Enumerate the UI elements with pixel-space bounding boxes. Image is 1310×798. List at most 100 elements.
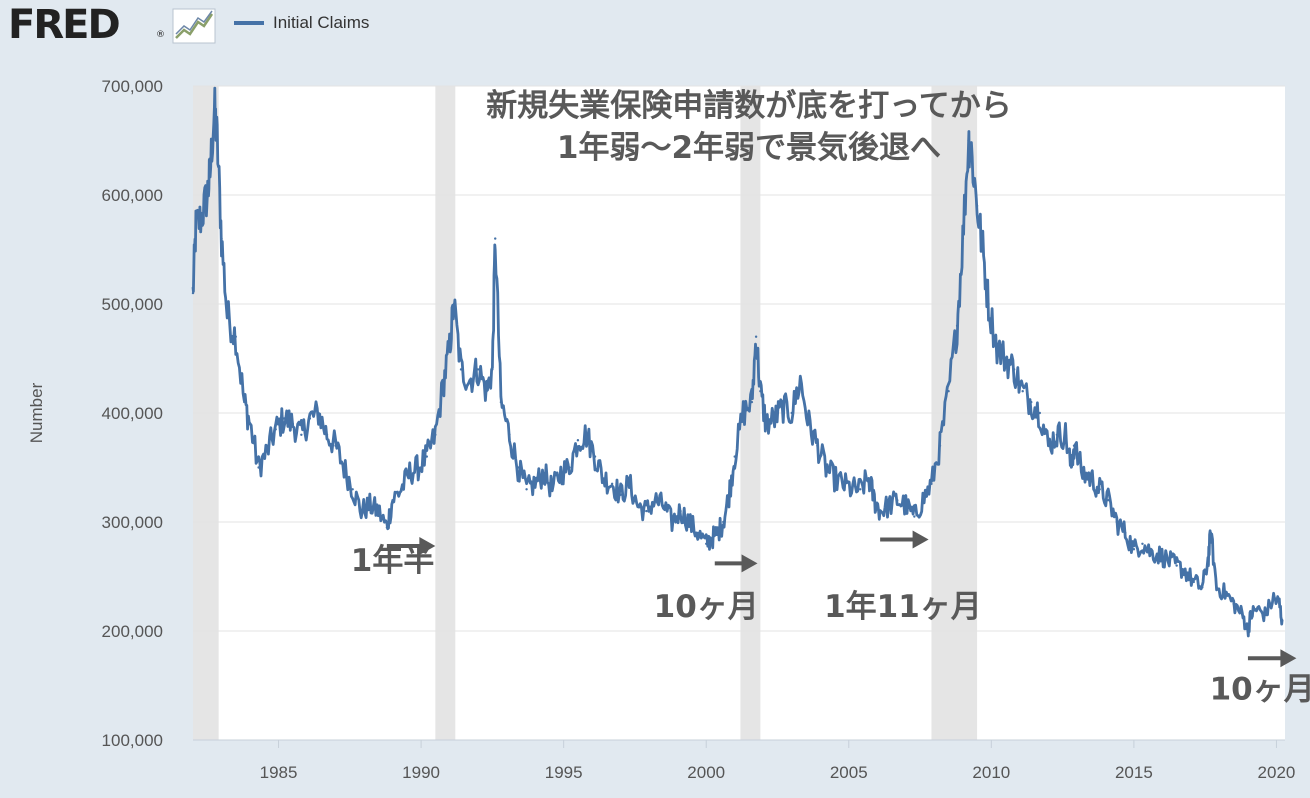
data-point[interactable] xyxy=(408,471,411,475)
data-point[interactable] xyxy=(1158,553,1161,556)
data-point[interactable] xyxy=(636,504,639,507)
data-point[interactable] xyxy=(257,466,260,469)
data-point[interactable] xyxy=(696,531,699,535)
data-point[interactable] xyxy=(619,493,622,496)
data-point[interactable] xyxy=(508,433,511,436)
data-point[interactable] xyxy=(559,471,563,475)
data-point[interactable] xyxy=(1069,466,1073,469)
data-point[interactable] xyxy=(1141,542,1144,545)
data-point[interactable] xyxy=(1012,368,1016,371)
data-point[interactable] xyxy=(987,302,990,306)
data-point[interactable] xyxy=(1107,499,1110,502)
data-point[interactable] xyxy=(687,520,691,524)
data-point[interactable] xyxy=(1004,357,1007,360)
data-point[interactable] xyxy=(476,368,480,371)
data-point[interactable] xyxy=(1232,602,1235,605)
data-point[interactable] xyxy=(1249,613,1252,616)
data-point[interactable] xyxy=(878,509,882,513)
data-point[interactable] xyxy=(226,313,229,317)
data-point[interactable] xyxy=(781,406,785,409)
data-point[interactable] xyxy=(896,499,899,502)
data-point[interactable] xyxy=(385,526,389,529)
data-point[interactable] xyxy=(850,488,853,491)
data-point[interactable] xyxy=(773,417,776,420)
data-point[interactable] xyxy=(938,444,942,447)
data-point[interactable] xyxy=(921,499,925,502)
data-point[interactable] xyxy=(913,515,916,518)
data-point[interactable] xyxy=(653,499,657,502)
data-point[interactable] xyxy=(468,379,471,382)
data-point[interactable] xyxy=(1223,591,1227,595)
data-point[interactable] xyxy=(206,193,209,197)
data-point[interactable] xyxy=(750,400,754,404)
data-point[interactable] xyxy=(995,346,999,349)
data-point[interactable] xyxy=(325,433,329,436)
data-point[interactable] xyxy=(754,335,758,338)
data-point[interactable] xyxy=(516,466,520,469)
data-point[interactable] xyxy=(1215,586,1218,589)
data-point[interactable] xyxy=(733,455,736,458)
data-point[interactable] xyxy=(191,291,195,295)
data-point[interactable] xyxy=(930,482,933,486)
data-point[interactable] xyxy=(283,417,286,420)
data-point[interactable] xyxy=(967,139,970,142)
legend[interactable]: Initial Claims xyxy=(234,13,369,33)
data-point[interactable] xyxy=(442,379,446,382)
data-point[interactable] xyxy=(593,455,597,458)
data-point[interactable] xyxy=(585,433,588,436)
data-point[interactable] xyxy=(1255,608,1258,611)
data-point[interactable] xyxy=(360,509,363,513)
data-point[interactable] xyxy=(194,226,198,229)
data-point[interactable] xyxy=(1081,471,1084,475)
data-point[interactable] xyxy=(1246,629,1250,633)
data-point[interactable] xyxy=(434,433,437,436)
data-point[interactable] xyxy=(961,237,965,240)
data-point[interactable] xyxy=(1280,618,1284,622)
data-point[interactable] xyxy=(790,411,793,415)
data-point[interactable] xyxy=(975,204,979,208)
data-point[interactable] xyxy=(670,520,674,524)
data-point[interactable] xyxy=(551,488,554,491)
data-point[interactable] xyxy=(807,422,811,426)
data-point[interactable] xyxy=(448,346,451,349)
data-point[interactable] xyxy=(742,411,745,415)
data-point[interactable] xyxy=(491,368,494,371)
data-point[interactable] xyxy=(628,482,631,486)
data-point[interactable] xyxy=(679,509,682,513)
data-point[interactable] xyxy=(317,411,320,415)
data-point[interactable] xyxy=(1047,444,1050,447)
data-point[interactable] xyxy=(867,477,870,480)
data-point[interactable] xyxy=(904,504,907,507)
data-point[interactable] xyxy=(602,477,605,480)
data-point[interactable] xyxy=(542,471,545,475)
data-point[interactable] xyxy=(1132,548,1136,551)
data-point[interactable] xyxy=(1098,488,1101,491)
data-point[interactable] xyxy=(248,422,252,426)
data-point[interactable] xyxy=(1030,400,1033,404)
data-point[interactable] xyxy=(425,455,428,458)
data-point[interactable] xyxy=(873,499,876,502)
data-point[interactable] xyxy=(220,237,223,240)
data-point[interactable] xyxy=(1166,558,1170,562)
data-point[interactable] xyxy=(764,422,768,426)
data-point[interactable] xyxy=(300,433,303,436)
data-point[interactable] xyxy=(308,417,312,420)
data-point[interactable] xyxy=(377,509,380,513)
data-point[interactable] xyxy=(399,488,403,491)
data-point[interactable] xyxy=(274,428,277,431)
data-point[interactable] xyxy=(525,488,528,491)
data-point[interactable] xyxy=(645,509,648,513)
data-point[interactable] xyxy=(1149,551,1153,554)
data-point[interactable] xyxy=(1206,558,1210,562)
fred-logo[interactable]: FRED xyxy=(8,2,121,48)
data-point[interactable] xyxy=(200,215,203,218)
data-point[interactable] xyxy=(981,248,984,251)
data-point[interactable] xyxy=(452,302,456,306)
data-point[interactable] xyxy=(1124,531,1127,535)
data-point[interactable] xyxy=(291,422,294,426)
data-point[interactable] xyxy=(858,488,862,491)
data-point[interactable] xyxy=(417,466,420,469)
data-point[interactable] xyxy=(265,449,269,453)
data-point[interactable] xyxy=(568,466,571,469)
data-point[interactable] xyxy=(1209,531,1213,535)
